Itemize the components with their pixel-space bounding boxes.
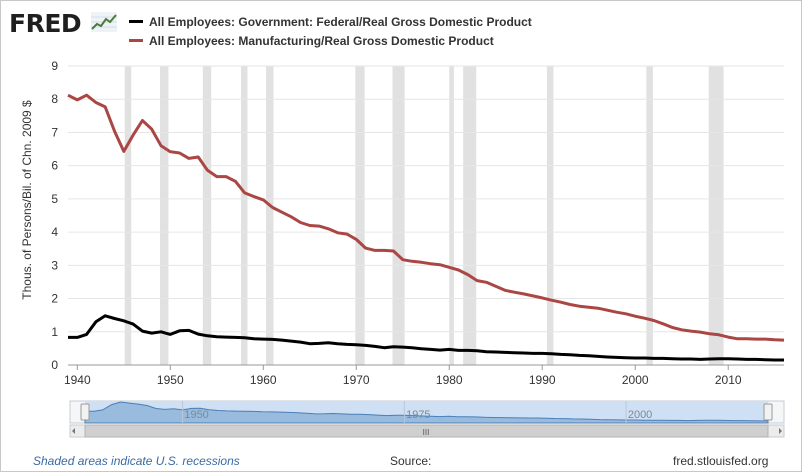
- chart-area: 0 1 2 3 4 5 6 7 8 9 1940 1950 1960 1970 1980 1990 2000 2…: [20, 59, 785, 438]
- navigator-series-area: [84, 401, 769, 424]
- range-navigator[interactable]: 1950 1975 2000 III: [69, 400, 785, 438]
- x-axis: 1940 1950 1960 1970 1980 1990 2000 2010: [64, 365, 742, 387]
- x-tick-label-1960: 1960: [250, 373, 277, 387]
- series-line-federal[interactable]: [68, 314, 784, 362]
- navigator-scrollbar-thumb[interactable]: [84, 424, 769, 438]
- recession-bands: [124, 66, 724, 365]
- recession-band-10: [646, 66, 653, 365]
- recession-band-8: [463, 66, 477, 365]
- y-axis-label: Thous. of Persons/Bil. of Chn. 2009 $: [20, 100, 34, 300]
- legend-item-manufacturing[interactable]: All Employees: Manufacturing/Real Gross …: [129, 34, 494, 48]
- x-tick-label-1990: 1990: [529, 373, 556, 387]
- y-tick-label-9: 9: [51, 59, 58, 73]
- source-label: Source:: [390, 454, 432, 468]
- navigator-right-handle[interactable]: [763, 403, 773, 421]
- recession-band-5: [355, 66, 365, 365]
- navigator-scrollbar-grip: III: [423, 428, 430, 437]
- y-tick-label-5: 5: [51, 192, 58, 206]
- series-lines: [67, 93, 785, 362]
- recession-band-6: [392, 66, 405, 365]
- legend-label-federal: All Employees: Government: Federal/Real …: [149, 15, 532, 29]
- recession-band-11: [708, 66, 724, 365]
- y-tick-label-0: 0: [51, 358, 58, 372]
- scroll-right-arrow-icon[interactable]: [779, 428, 782, 434]
- navigator-tick-label-1950: 1950: [184, 409, 208, 421]
- trend-line-icon: [91, 12, 117, 32]
- site-link[interactable]: fred.stlouisfed.org: [673, 454, 769, 468]
- gridlines: [68, 65, 784, 366]
- recession-band-1: [160, 66, 169, 365]
- scroll-left-arrow-icon[interactable]: [72, 428, 75, 434]
- y-tick-label-6: 6: [51, 159, 58, 173]
- legend-swatch-federal: [129, 20, 143, 24]
- recession-band-2: [202, 66, 212, 365]
- x-tick-label-2000: 2000: [622, 373, 649, 387]
- y-axis: 0 1 2 3 4 5 6 7 8 9: [51, 59, 58, 372]
- legend-label-manufacturing: All Employees: Manufacturing/Real Gross …: [149, 34, 494, 48]
- fred-logo[interactable]: FRED: [9, 9, 82, 38]
- y-tick-label-1: 1: [51, 325, 58, 339]
- y-tick-label-8: 8: [51, 92, 58, 106]
- y-tick-label-3: 3: [51, 258, 58, 272]
- navigator-left-handle[interactable]: [80, 403, 90, 421]
- x-tick-label-1970: 1970: [343, 373, 370, 387]
- y-tick-label-2: 2: [51, 292, 58, 306]
- y-tick-label-7: 7: [51, 125, 58, 139]
- legend-item-federal[interactable]: All Employees: Government: Federal/Real …: [129, 15, 532, 29]
- y-tick-label-4: 4: [51, 225, 58, 239]
- recession-band-9: [546, 66, 554, 365]
- navigator-ticks: 1950 1975 2000: [182, 401, 652, 423]
- x-tick-label-1950: 1950: [157, 373, 184, 387]
- x-tick-label-1980: 1980: [436, 373, 463, 387]
- navigator-tick-label-1975: 1975: [406, 409, 430, 421]
- recession-band-7: [449, 66, 454, 365]
- navigator-tick-label-2000: 2000: [628, 409, 652, 421]
- series-line-manufacturing[interactable]: [67, 93, 785, 342]
- recession-band-0: [124, 66, 132, 365]
- x-tick-label-2010: 2010: [715, 373, 742, 387]
- x-tick-label-1940: 1940: [64, 373, 91, 387]
- recession-band-3: [240, 66, 248, 365]
- recession-band-4: [266, 66, 274, 365]
- legend-swatch-manufacturing: [129, 39, 143, 43]
- recession-note: Shaded areas indicate U.S. recessions: [33, 454, 240, 468]
